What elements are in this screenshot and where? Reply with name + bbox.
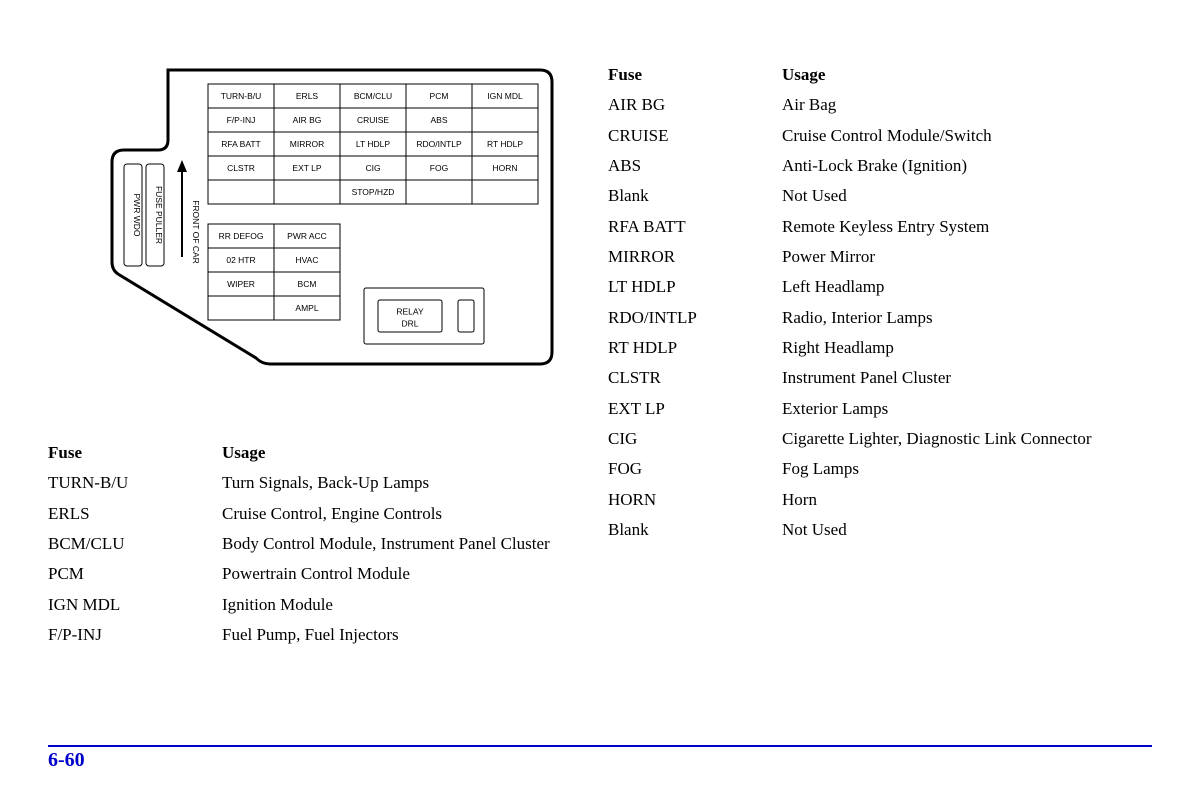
left-column: Fuse Usage TURN-B/UTurn Signals, Back-Up… (48, 60, 568, 650)
fuse-usage-table-right: Fuse Usage AIR BGAir BagCRUISECruise Con… (608, 60, 1152, 546)
fuse-cell: PCM (48, 559, 218, 589)
page: PWR WDO FUSE PULLER FRONT OF CAR TURN-B/… (0, 0, 1200, 800)
fuse-usage-table-left: Fuse Usage TURN-B/UTurn Signals, Back-Up… (48, 438, 568, 650)
fuse-cell: BCM/CLU (48, 529, 218, 559)
fuse-cell: F/P-INJ (48, 620, 218, 650)
fuse-cell: CLSTR (608, 363, 778, 393)
fuse-cell: TURN-B/U (48, 468, 218, 498)
fuse-cell: Blank (608, 515, 778, 545)
fuse-cell: ABS (608, 151, 778, 181)
usage-cell: Left Headlamp (782, 272, 1152, 302)
fuse-cell: CRUISE (608, 121, 778, 151)
fuse-cell: Blank (608, 181, 778, 211)
usage-cell: Air Bag (782, 90, 1152, 120)
usage-cell: Body Control Module, Instrument Panel Cl… (222, 529, 568, 559)
usage-cell: Power Mirror (782, 242, 1152, 272)
usage-cell: Right Headlamp (782, 333, 1152, 363)
right-column: Fuse Usage AIR BGAir BagCRUISECruise Con… (608, 60, 1152, 650)
fuse-cell: RFA BATT (608, 212, 778, 242)
fuse-cell: HORN (608, 485, 778, 515)
usage-cell: Horn (782, 485, 1152, 515)
usage-cell: Ignition Module (222, 590, 568, 620)
usage-cell: Instrument Panel Cluster (782, 363, 1152, 393)
usage-cell: Fuel Pump, Fuel Injectors (222, 620, 568, 650)
fuse-cell: LT HDLP (608, 272, 778, 302)
usage-cell: Exterior Lamps (782, 394, 1152, 424)
fuse-cell: EXT LP (608, 394, 778, 424)
usage-cell: Not Used (782, 515, 1152, 545)
page-number: 6-60 (48, 749, 85, 771)
usage-cell: Fog Lamps (782, 454, 1152, 484)
fuse-cell: FOG (608, 454, 778, 484)
table-header-fuse: Fuse (48, 438, 218, 468)
usage-cell: Radio, Interior Lamps (782, 303, 1152, 333)
usage-cell: Anti-Lock Brake (Ignition) (782, 151, 1152, 181)
fuse-cell: RDO/INTLP (608, 303, 778, 333)
fuse-cell: CIG (608, 424, 778, 454)
fuse-cell: RT HDLP (608, 333, 778, 363)
usage-cell: Turn Signals, Back-Up Lamps (222, 468, 568, 498)
usage-cell: Remote Keyless Entry System (782, 212, 1152, 242)
usage-cell: Cigarette Lighter, Diagnostic Link Conne… (782, 424, 1152, 454)
usage-cell: Cruise Control Module/Switch (782, 121, 1152, 151)
usage-cell: Cruise Control, Engine Controls (222, 499, 568, 529)
table-header-fuse: Fuse (608, 60, 778, 90)
table-header-usage: Usage (782, 60, 1152, 90)
fuse-cell: MIRROR (608, 242, 778, 272)
usage-cell: Powertrain Control Module (222, 559, 568, 589)
usage-cell: Not Used (782, 181, 1152, 211)
fuse-cell: IGN MDL (48, 590, 218, 620)
table-header-usage: Usage (222, 438, 568, 468)
page-footer: 6-60 (48, 745, 1152, 772)
fuse-cell: ERLS (48, 499, 218, 529)
content-columns: Fuse Usage TURN-B/UTurn Signals, Back-Up… (48, 60, 1152, 650)
fuse-cell: AIR BG (608, 90, 778, 120)
